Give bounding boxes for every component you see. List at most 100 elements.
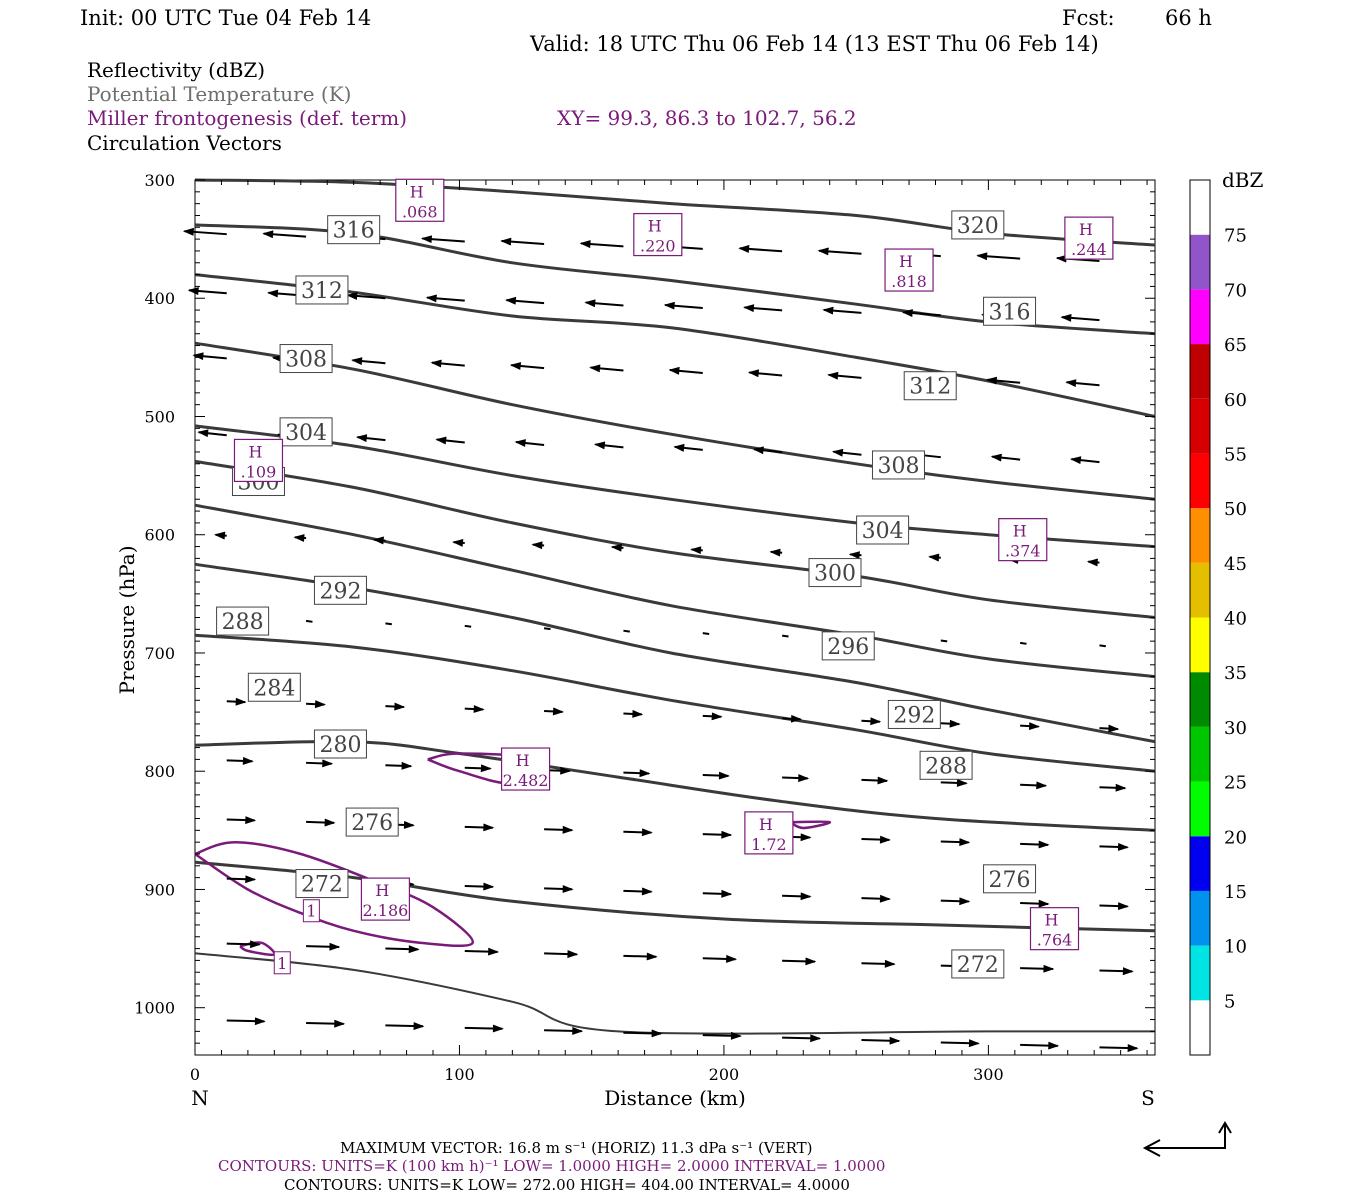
circulation-vector	[702, 771, 730, 780]
colorbar-level-label: 20	[1224, 827, 1247, 848]
circulation-vector	[663, 301, 703, 310]
circulation-vector	[226, 816, 257, 824]
circulation-vector	[976, 252, 1021, 261]
fronto-maximum-value: 1.72	[751, 835, 787, 854]
fronto-maximum-label: H	[648, 217, 662, 236]
colorbar-swatch	[1190, 508, 1210, 563]
circulation-vector	[306, 700, 326, 709]
fronto-maximum-label: H	[248, 442, 262, 461]
y-tick-label: 700	[144, 644, 175, 663]
circulation-vector	[702, 1031, 742, 1040]
circulation-vector	[1099, 783, 1127, 792]
circulation-vector	[1099, 902, 1129, 910]
fronto-maximum: H.244	[1064, 216, 1114, 260]
circulation-vector	[1020, 781, 1048, 790]
y-axis-title: Pressure (hPa)	[115, 546, 139, 695]
circulation-vector	[940, 779, 968, 787]
colorbar-swatch	[1190, 398, 1210, 454]
theta-label-text: 308	[285, 348, 327, 373]
circulation-vector	[226, 697, 247, 706]
theta-label-text: 316	[333, 219, 375, 244]
legend-frontogenesis: Miller frontogenesis (def. term)	[87, 106, 407, 130]
theta-label-text: 292	[893, 703, 935, 728]
circulation-vector	[781, 634, 789, 638]
circulation-vector	[623, 769, 651, 778]
colorbar-swatch	[1190, 289, 1210, 345]
x-tick-label: 200	[709, 1065, 740, 1084]
legend-theta: Potential Temperature (K)	[87, 82, 351, 106]
forecast-label: Fcst:	[1062, 6, 1115, 30]
circulation-vector	[1099, 644, 1107, 648]
circulation-vector	[702, 712, 723, 721]
circulation-vector	[702, 889, 733, 898]
circulation-vector	[769, 548, 783, 557]
circulation-vector	[464, 882, 495, 891]
circulation-vector	[690, 546, 703, 555]
circulation-vector	[610, 543, 624, 552]
circulation-vector	[544, 825, 574, 834]
circulation-vector	[579, 240, 624, 248]
circulation-vector	[1060, 314, 1100, 322]
max-vector-note: MAXIMUM VECTOR: 16.8 m s⁻¹ (HORIZ) 11.3 …	[340, 1139, 812, 1157]
fronto-maximum-label: H	[1079, 220, 1093, 239]
theta-label: 308	[871, 450, 925, 480]
circulation-vector	[782, 774, 810, 782]
circulation-vector	[425, 294, 465, 303]
colorbar-level-label: 75	[1224, 226, 1247, 247]
theta-label: 276	[983, 864, 1037, 894]
y-tick-label: 300	[144, 171, 175, 190]
theta-label-text: 288	[925, 754, 967, 779]
circulation-vector	[861, 1036, 901, 1045]
circulation-vector	[306, 818, 336, 827]
contour-label-layer: 3163123083043002922882842802762723203163…	[216, 178, 1114, 979]
fronto-maximum-value: 2.482	[503, 771, 549, 790]
circulation-vector	[385, 622, 392, 626]
circulation-vector	[464, 624, 472, 628]
circulation-vector	[543, 627, 551, 631]
colorbar-swatch	[1190, 453, 1210, 509]
circulation-vector	[743, 304, 783, 313]
circulation-vector	[464, 823, 495, 832]
circulation-vector	[1020, 1041, 1060, 1050]
circulation-vector	[351, 357, 386, 365]
fronto-maximum-value: .244	[1071, 240, 1107, 259]
theta-label-text: 284	[253, 676, 295, 701]
circulation-vector	[1070, 456, 1100, 464]
theta-contour-note: CONTOURS: UNITS=K LOW= 272.00 HIGH= 404.…	[284, 1176, 850, 1194]
fronto-contour-note: CONTOURS: UNITS=K (100 km h)⁻¹ LOW= 1.00…	[218, 1157, 885, 1175]
circulation-vector	[306, 1019, 346, 1028]
theta-label: 272	[295, 869, 349, 899]
circulation-vector	[668, 366, 703, 375]
reflectivity-colorbar: 5 10 15 20 25 30 35 40 45 50 55 60 65 70 75	[1189, 179, 1247, 1056]
circulation-vector	[306, 942, 341, 951]
fronto-maximum-label: H	[1013, 522, 1027, 541]
theta-label: 316	[327, 215, 381, 245]
theta-label: 272	[951, 949, 1005, 979]
y-tick-label: 500	[144, 407, 175, 426]
theta-label: 280	[313, 729, 367, 759]
theta-label-text: 312	[909, 375, 951, 400]
fronto-maximum-value: .764	[1037, 931, 1073, 950]
circulation-vector	[782, 957, 817, 966]
circulation-vector	[673, 443, 703, 452]
circulation-vector	[782, 1034, 822, 1043]
plot-frame	[194, 179, 1156, 1056]
colorbar-swatch	[1190, 726, 1210, 782]
circulation-vector	[435, 436, 465, 445]
theta-label: 304	[856, 515, 910, 545]
circulation-vector	[861, 959, 896, 968]
fronto-maximum: H.220	[633, 212, 683, 257]
theta-label-text: 312	[301, 279, 343, 304]
theta-label: 308	[279, 344, 333, 374]
colorbar-swatch	[1190, 945, 1210, 1001]
circulation-vector	[385, 945, 420, 954]
colorbar-level-label: 15	[1224, 882, 1247, 903]
circulation-vector	[940, 897, 971, 906]
theta-label-text: 276	[989, 868, 1031, 893]
forecast-hour: 66 h	[1165, 6, 1212, 30]
circulation-vector	[544, 885, 574, 893]
fronto-contour-label: 1	[273, 951, 291, 975]
theta-label: 292	[313, 575, 367, 605]
fronto-maximum-value: .374	[1005, 542, 1041, 561]
